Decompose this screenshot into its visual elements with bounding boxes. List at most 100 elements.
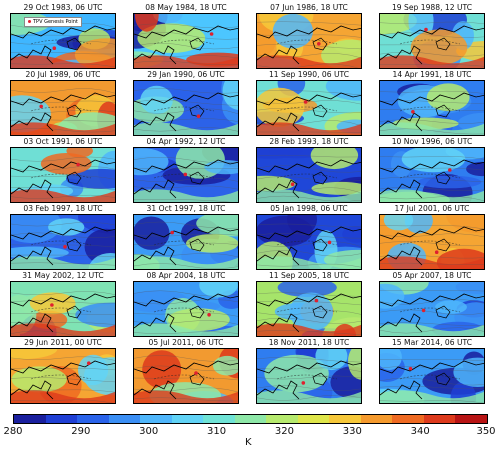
- temperature-field: [11, 14, 115, 68]
- map-panel: [379, 348, 485, 404]
- panel-title: 31 Oct 1997, 18 UTC: [146, 204, 226, 213]
- genesis-point-icon: [28, 20, 31, 23]
- panel-title: 29 Jun 2011, 00 UTC: [24, 338, 102, 347]
- map-panel: [10, 214, 116, 270]
- map-panel: [133, 214, 239, 270]
- panel-title: 31 May 2002, 12 UTC: [22, 271, 104, 280]
- temperature-field: [380, 282, 484, 336]
- panel-title: 28 Feb 1993, 18 UTC: [269, 137, 349, 146]
- panel-title: 03 Feb 1997, 18 UTC: [23, 204, 103, 213]
- map-panel: [133, 281, 239, 337]
- genesis-point: [411, 110, 415, 114]
- colorbar-segment: [234, 415, 267, 423]
- colorbar-segment: [423, 415, 456, 423]
- genesis-point: [434, 250, 439, 254]
- genesis-point: [209, 32, 214, 36]
- panel-title: 11 Sep 2005, 18 UTC: [268, 271, 350, 280]
- map-panel: [379, 80, 485, 136]
- genesis-point: [421, 308, 426, 313]
- temperature-field: [134, 349, 238, 403]
- genesis-point: [183, 172, 188, 177]
- genesis-point: [301, 381, 306, 385]
- temperature-field: [11, 215, 115, 269]
- genesis-point: [314, 298, 319, 303]
- map-panel: [10, 281, 116, 337]
- panel-title: 17 Jul 2001, 06 UTC: [394, 204, 470, 213]
- temperature-field: [134, 282, 238, 336]
- colorbar-tick-label: 290: [71, 426, 91, 437]
- temperature-field: [134, 14, 238, 68]
- colorbar-unit: K: [245, 437, 252, 448]
- colorbar-tick-label: 310: [207, 426, 227, 437]
- map-panel: [10, 147, 116, 203]
- genesis-point: [170, 230, 174, 235]
- map-panel: [256, 281, 362, 337]
- panel-title: 18 Nov 2011, 18 UTC: [268, 338, 350, 347]
- panel-title: 05 Apr 2007, 18 UTC: [392, 271, 472, 280]
- map-panel: [379, 13, 485, 69]
- colorbar-segment: [45, 415, 78, 423]
- map-panel: [133, 13, 239, 69]
- temperature-field: [11, 349, 115, 403]
- genesis-point: [327, 240, 332, 245]
- colorbar-tick-label: 350: [476, 426, 496, 437]
- panel-title: 29 Jan 1990, 06 UTC: [147, 70, 225, 79]
- temperature-field: [134, 81, 238, 135]
- panel-title: 05 Jul 2011, 06 UTC: [148, 338, 224, 347]
- colorbar-segment: [171, 415, 204, 423]
- genesis-point: [424, 27, 428, 32]
- temperature-field: [257, 349, 361, 403]
- map-panel: [379, 281, 485, 337]
- genesis-point: [194, 371, 198, 375]
- legend-badge: TPV Genesis Point: [24, 17, 82, 27]
- genesis-point: [63, 245, 67, 249]
- map-panel: [256, 348, 362, 404]
- map-panel: [256, 147, 362, 203]
- colorbar-segment: [360, 415, 393, 423]
- panel-title: 14 Apr 1991, 18 UTC: [392, 70, 472, 79]
- panel-title: 29 Oct 1983, 06 UTC: [23, 3, 103, 12]
- genesis-point: [52, 46, 57, 50]
- genesis-point: [39, 104, 43, 109]
- temperature-field: [380, 349, 484, 403]
- panel-title: 05 Jan 1998, 06 UTC: [270, 204, 348, 213]
- temperature-field: [11, 81, 115, 135]
- temperature-field: [380, 148, 484, 202]
- map-panel: [379, 214, 485, 270]
- colorbar-segment: [140, 415, 172, 423]
- genesis-point: [448, 168, 452, 172]
- genesis-point: [303, 100, 308, 104]
- map-panel: [133, 147, 239, 203]
- genesis-point: [50, 303, 54, 307]
- colorbar-segment: [14, 415, 46, 423]
- map-panel: [256, 214, 362, 270]
- temperature-field: [134, 148, 238, 202]
- colorbar-segment: [203, 415, 235, 423]
- panel-title: 07 Jun 1986, 18 UTC: [270, 3, 348, 12]
- temperature-field: [380, 81, 484, 135]
- colorbar-segment: [77, 415, 109, 423]
- map-panel: [256, 80, 362, 136]
- legend-label: TPV Genesis Point: [33, 19, 78, 25]
- genesis-point: [317, 42, 321, 46]
- colorbar-tick-label: 300: [139, 426, 159, 437]
- temperature-field: [257, 14, 361, 68]
- temperature-field: [134, 215, 238, 269]
- colorbar-segment: [108, 415, 141, 423]
- panel-title: 10 Nov 1996, 06 UTC: [391, 137, 473, 146]
- panel-title: 19 Sep 1988, 12 UTC: [391, 3, 473, 12]
- colorbar-segment: [266, 415, 298, 423]
- colorbar: [13, 414, 488, 424]
- genesis-point: [408, 366, 413, 371]
- colorbar-segment: [297, 415, 330, 423]
- temperature-field: [380, 14, 484, 68]
- map-panel: [379, 147, 485, 203]
- colorbar-tick-label: 320: [274, 426, 294, 437]
- map-panel: [10, 13, 116, 69]
- genesis-point: [290, 182, 295, 186]
- map-panel: [133, 80, 239, 136]
- colorbar-segment: [329, 415, 361, 423]
- temperature-field: [11, 282, 115, 336]
- map-panel: [10, 80, 116, 136]
